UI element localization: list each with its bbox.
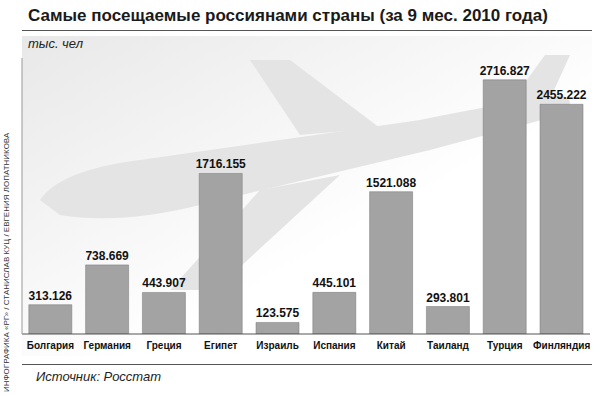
svg-text:Таиланд: Таиланд (427, 340, 470, 351)
svg-text:738.669: 738.669 (85, 249, 129, 263)
svg-text:293.801: 293.801 (426, 291, 470, 305)
svg-text:443.907: 443.907 (142, 276, 186, 290)
html-text:Источник: Росстат: Источник: Росстат (36, 369, 162, 384)
svg-text:313.126: 313.126 (29, 289, 73, 303)
svg-text:Испания: Испания (313, 340, 356, 351)
svg-text:Германия: Германия (83, 340, 131, 351)
svg-text:Турция: Турция (487, 340, 523, 351)
html-text:тыс. чел: тыс. чел (28, 36, 83, 51)
svg-text:Египет: Египет (204, 340, 237, 351)
svg-text:1521.088: 1521.088 (366, 176, 416, 190)
svg-text:Израиль: Израиль (256, 340, 298, 351)
svg-text:Греция: Греция (146, 340, 181, 351)
html-text:Самые посещаемые россиянами ст: Самые посещаемые россиянами страны (за 9… (28, 6, 548, 25)
svg-text:445.101: 445.101 (313, 276, 357, 290)
svg-text:Финляндия: Финляндия (533, 340, 590, 351)
svg-text:2716.827: 2716.827 (480, 64, 530, 78)
svg-text:Болгария: Болгария (27, 340, 74, 351)
svg-text:123.575: 123.575 (256, 306, 300, 320)
svg-text:Китай: Китай (377, 340, 406, 351)
svg-text:2455.222: 2455.222 (536, 88, 586, 102)
svg-text:1716.155: 1716.155 (196, 157, 246, 171)
html-text:ИНФОГРАФИКА «РГ» / СТАНИСЛАВ К: ИНФОГРАФИКА «РГ» / СТАНИСЛАВ КУЦ / ЕВГЕН… (2, 132, 11, 392)
